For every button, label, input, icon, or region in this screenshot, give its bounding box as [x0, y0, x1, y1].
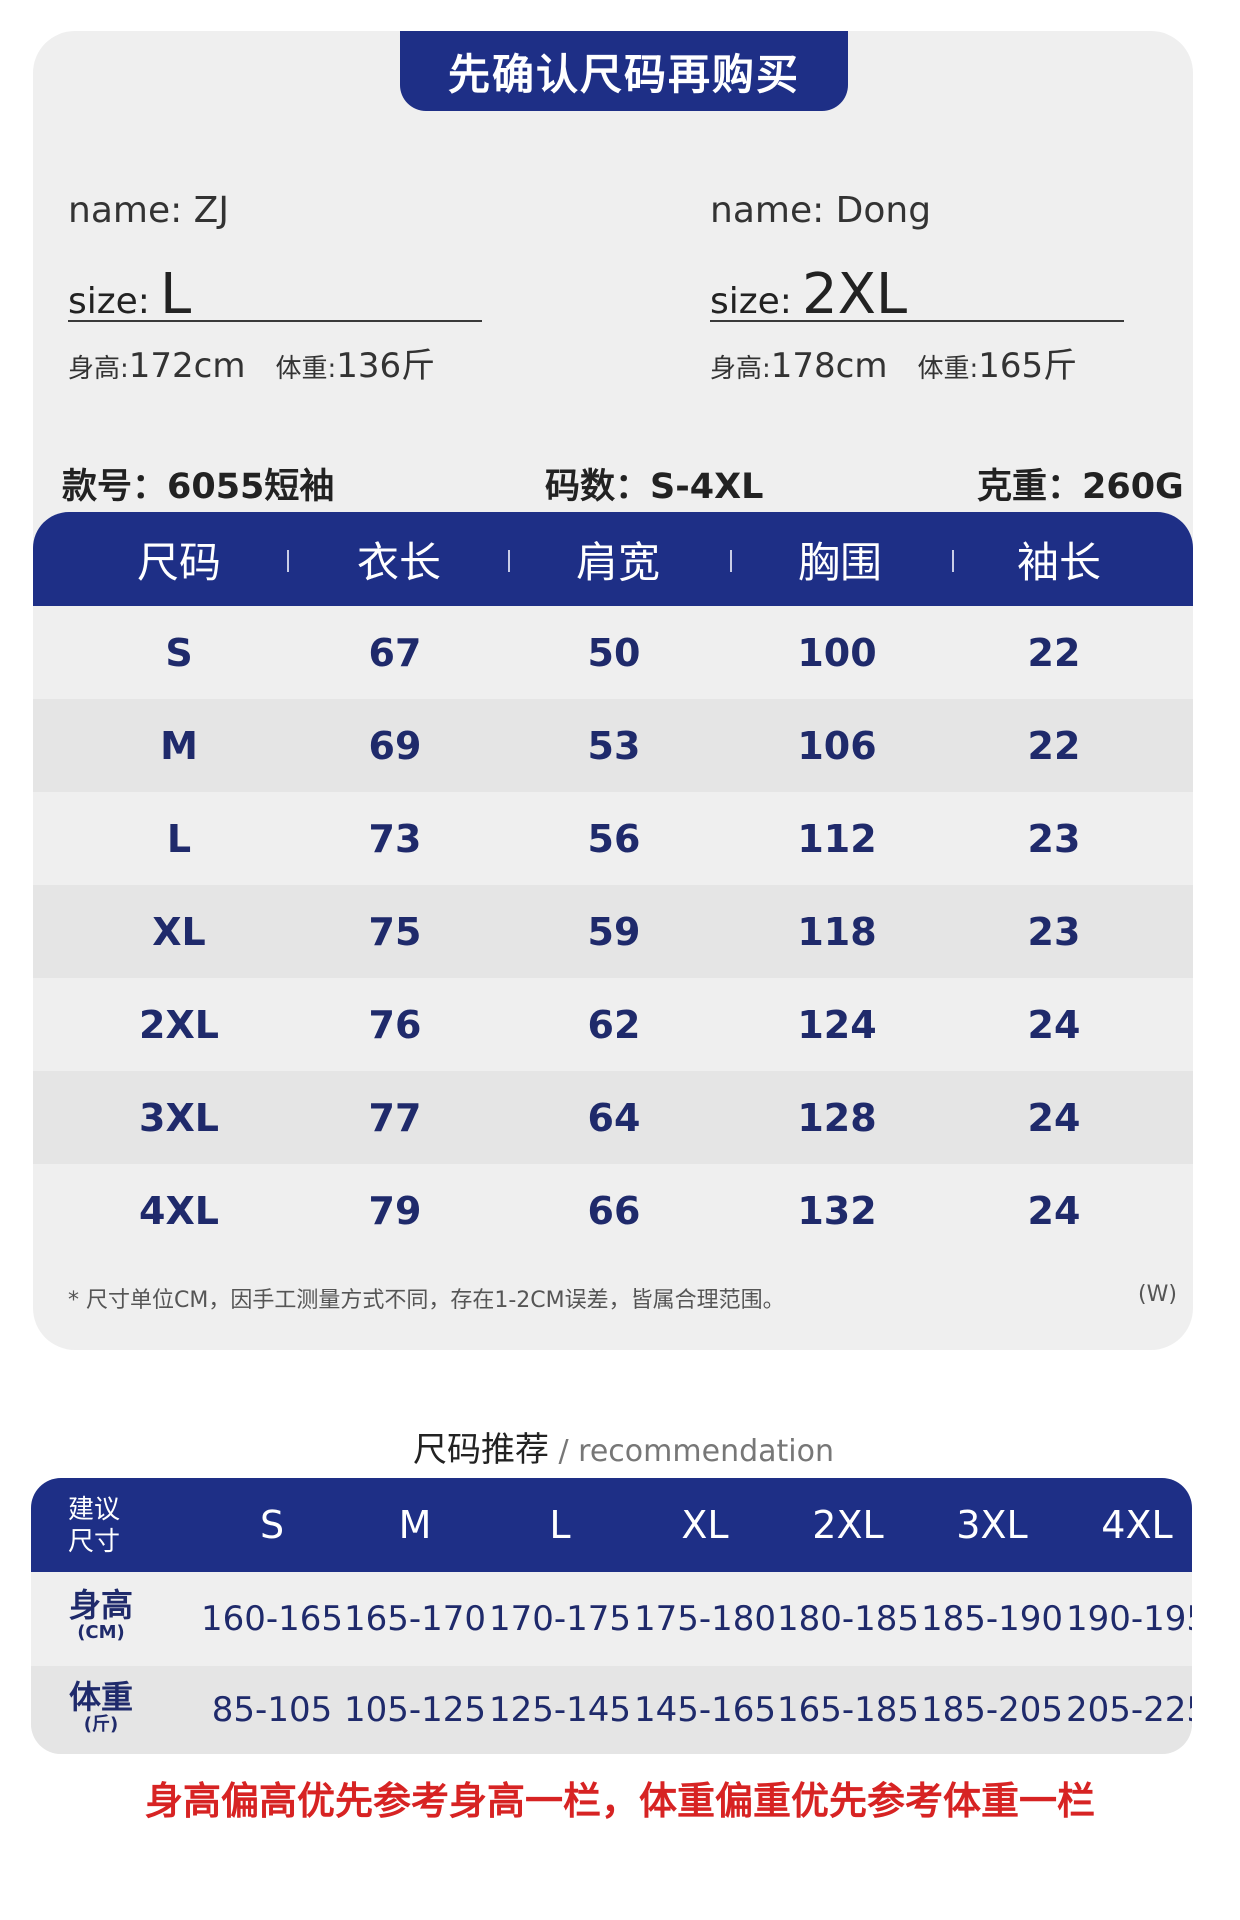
model-stats: 身高:178cm 体重:165斤: [710, 346, 1078, 386]
cell-sleeve: 23: [1027, 816, 1081, 861]
recommendation-title: 尺码推荐 / recommendation: [413, 1430, 834, 1470]
banner-title: 先确认尺码再购买: [400, 31, 848, 111]
cell-sleeve: 24: [1027, 1095, 1081, 1140]
rec-size: L: [549, 1503, 571, 1547]
header-size: 尺码: [136, 537, 221, 587]
cell-length: 76: [368, 1002, 422, 1047]
table-row: 4XL 79 66 132 24: [33, 1164, 1193, 1257]
cell-size: 2XL: [139, 1002, 219, 1047]
cell-chest: 132: [797, 1188, 877, 1233]
cell-chest: 106: [797, 723, 877, 768]
rec-height: 165-170: [343, 1599, 487, 1639]
divider: [68, 320, 482, 322]
rec-weight: 165-185: [776, 1690, 920, 1730]
cell-chest: 112: [797, 816, 877, 861]
rec-height: 170-175: [488, 1599, 632, 1639]
note-code: (W): [1138, 1282, 1177, 1307]
table-row: 3XL 77 64 128 24: [33, 1071, 1193, 1164]
cell-shoulder: 59: [587, 909, 641, 954]
rec-size: 2XL: [812, 1503, 884, 1547]
table-row: 2XL 76 62 124 24: [33, 978, 1193, 1071]
corner-label: 建议 尺寸: [67, 1495, 120, 1557]
rec-weight: 145-165: [633, 1690, 777, 1730]
cell-size: S: [165, 630, 193, 675]
header-divider: [508, 550, 510, 572]
header-divider: [730, 550, 732, 572]
cell-length: 77: [368, 1095, 422, 1140]
rec-size: XL: [681, 1503, 729, 1547]
rec-height: 180-185: [776, 1599, 920, 1639]
size-table-header: 尺码 衣长 肩宽 胸围 袖长: [33, 512, 1193, 606]
cell-size: M: [160, 723, 198, 768]
cell-size: 4XL: [139, 1188, 219, 1233]
rec-height: 190-195: [1065, 1599, 1192, 1639]
model-size: size: 2XL: [710, 262, 908, 327]
rec-size: 3XL: [956, 1503, 1028, 1547]
rec-size: S: [259, 1503, 285, 1547]
header-shoulder: 肩宽: [575, 537, 660, 587]
cell-sleeve: 22: [1027, 630, 1081, 675]
cell-size: L: [166, 816, 192, 861]
cell-size: XL: [152, 909, 206, 954]
cell-chest: 128: [797, 1095, 877, 1140]
rec-weight: 205-225: [1065, 1690, 1192, 1730]
height-label: 身高 (CM): [68, 1586, 133, 1643]
recommendation-header: 建议 尺寸 S M L XL 2XL 3XL 4XL: [31, 1478, 1192, 1572]
table-row: M 69 53 106 22: [33, 699, 1193, 792]
model-name: name: ZJ: [68, 190, 229, 231]
recommendation-table: 建议 尺寸 S M L XL 2XL 3XL 4XL 身高 (CM) 160-1…: [31, 1478, 1192, 1754]
weight-row-bg: [31, 1666, 1192, 1754]
rec-height: 175-180: [633, 1599, 777, 1639]
rec-weight: 125-145: [488, 1690, 632, 1730]
cell-sleeve: 23: [1027, 909, 1081, 954]
model-size: size: L: [68, 262, 192, 327]
header-sleeve: 袖长: [1016, 537, 1101, 587]
model-name: name: Dong: [710, 190, 932, 231]
cell-length: 75: [368, 909, 422, 954]
header-chest: 胸围: [797, 537, 882, 587]
product-weight: 克重：260G: [977, 467, 1184, 507]
cell-length: 67: [368, 630, 422, 675]
cell-length: 79: [368, 1188, 422, 1233]
table-row: L 73 56 112 23: [33, 792, 1193, 885]
cell-size: 3XL: [139, 1095, 219, 1140]
cell-sleeve: 22: [1027, 723, 1081, 768]
product-style: 款号：6055短袖: [62, 467, 335, 507]
cell-sleeve: 24: [1027, 1002, 1081, 1047]
cell-sleeve: 24: [1027, 1188, 1081, 1233]
rec-weight: 185-205: [920, 1690, 1064, 1730]
weight-label: 体重 (斤): [68, 1678, 133, 1735]
rec-size: M: [398, 1503, 432, 1547]
cell-shoulder: 62: [587, 1002, 641, 1047]
footer-advice: 身高偏高优先参考身高一栏，体重偏重优先参考体重一栏: [144, 1779, 1095, 1823]
cell-shoulder: 64: [587, 1095, 641, 1140]
cell-chest: 124: [797, 1002, 877, 1047]
cell-shoulder: 50: [587, 630, 641, 675]
measurement-note: * 尺寸单位CM，因手工测量方式不同，存在1-2CM误差，皆属合理范围。: [68, 1288, 785, 1313]
rec-size: 4XL: [1101, 1503, 1173, 1547]
header-length: 衣长: [356, 537, 441, 587]
cell-length: 73: [368, 816, 422, 861]
table-row: XL 75 59 118 23: [33, 885, 1193, 978]
cell-shoulder: 53: [587, 723, 641, 768]
rec-height: 160-165: [200, 1599, 344, 1639]
divider: [710, 320, 1124, 322]
cell-shoulder: 56: [587, 816, 641, 861]
rec-weight: 85-105: [211, 1690, 333, 1730]
rec-weight: 105-125: [343, 1690, 487, 1730]
rec-height: 185-190: [920, 1599, 1064, 1639]
cell-shoulder: 66: [587, 1188, 641, 1233]
cell-chest: 100: [797, 630, 877, 675]
header-divider: [287, 550, 289, 572]
table-row: S 67 50 100 22: [33, 606, 1193, 699]
cell-length: 69: [368, 723, 422, 768]
model-stats: 身高:172cm 体重:136斤: [68, 346, 436, 386]
product-sizes: 码数：S-4XL: [545, 467, 764, 507]
cell-chest: 118: [797, 909, 877, 954]
header-divider: [952, 550, 954, 572]
